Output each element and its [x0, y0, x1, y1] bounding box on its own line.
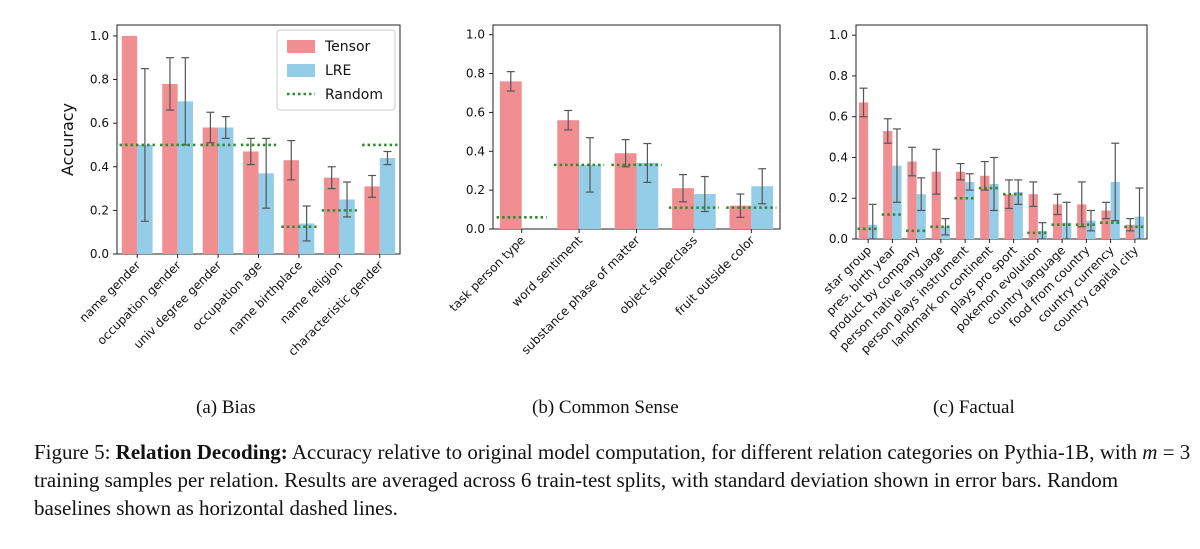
y-tick-label: 0.8	[829, 69, 848, 83]
bar-tensor	[323, 177, 340, 254]
bar-lre	[751, 186, 774, 229]
bar-tensor	[557, 120, 580, 229]
y-tick-label: 0.4	[466, 144, 485, 158]
legend-swatch-lre	[287, 64, 315, 77]
y-tick-label: 0.6	[90, 116, 109, 130]
bar-tensor	[907, 161, 917, 239]
x-tick-label: substance phase of matter	[519, 233, 643, 357]
figure-caption: Figure 5: Relation Decoding: Accuracy re…	[34, 438, 1194, 522]
y-tick-label: 1.0	[829, 28, 848, 42]
y-tick-label: 0.0	[466, 222, 485, 236]
caption-title: Relation Decoding:	[115, 440, 288, 464]
legend-label-random: Random	[325, 87, 383, 103]
bar-tensor	[955, 171, 966, 239]
y-tick-label: 0.8	[90, 73, 109, 87]
legend-swatch-tensor	[287, 40, 315, 53]
y-tick-label: 1.0	[90, 29, 109, 43]
bar-lre	[965, 181, 975, 239]
y-axis-label: Accuracy	[58, 103, 77, 176]
y-tick-label: 0.0	[90, 247, 109, 261]
y-tick-label: 0.8	[466, 67, 485, 81]
bar-tensor	[883, 130, 893, 239]
bar-lre	[636, 162, 659, 229]
bar-tensor	[1028, 194, 1038, 239]
bar-tensor	[1125, 224, 1135, 239]
caption-math-rest: = 3	[1162, 440, 1191, 464]
plot-frame	[855, 24, 1148, 240]
x-tick-label: name birthplace	[226, 258, 305, 337]
bar-tensor	[1004, 194, 1014, 239]
y-tick-label: 1.0	[466, 28, 485, 42]
subcaption-bias: (a) Bias	[196, 397, 256, 418]
y-tick-label: 0.4	[829, 150, 848, 164]
y-tick-label: 0.2	[90, 203, 109, 217]
bar-tensor	[614, 153, 637, 229]
bar-tensor	[1052, 204, 1063, 239]
bar-tensor	[283, 160, 299, 254]
bar-tensor	[980, 175, 990, 239]
bar-tensor	[364, 186, 380, 254]
y-tick-label: 0.4	[90, 160, 109, 174]
y-tick-label: 0.6	[829, 110, 848, 124]
subcaption-factual: (c) Factual	[933, 397, 1015, 418]
x-tick-label: occupation age	[189, 258, 264, 333]
bar-tensor	[162, 83, 178, 254]
bar-lre	[177, 101, 194, 254]
bar-lre	[989, 183, 999, 239]
bar-tensor	[202, 127, 219, 254]
bar-tensor	[672, 188, 694, 229]
legend-label-tensor: Tensor	[324, 39, 371, 55]
bar-lre	[258, 173, 274, 254]
bar-lre	[916, 194, 926, 239]
legend-label-lre: LRE	[325, 63, 351, 79]
bar-tensor	[243, 151, 259, 254]
bar-lre	[1013, 192, 1023, 239]
bar-tensor	[499, 81, 522, 229]
bar-tensor	[858, 102, 869, 239]
caption-label: Figure 5:	[34, 440, 111, 464]
caption-text-2: training samples per relation. Results a…	[34, 468, 1119, 520]
caption-math-var: m	[1142, 440, 1158, 464]
subcaption-common-sense: (b) Common Sense	[532, 397, 679, 418]
y-tick-label: 0.2	[466, 183, 485, 197]
bar-tensor	[1101, 210, 1111, 239]
bar-lre	[218, 127, 234, 254]
bar-tensor	[121, 35, 138, 255]
y-tick-label: 0.6	[466, 105, 485, 119]
bar-lre	[579, 164, 601, 229]
bar-tensor	[931, 171, 941, 239]
bar-lre	[339, 199, 355, 254]
caption-text-1: Accuracy relative to original model comp…	[291, 440, 1138, 464]
y-tick-label: 0.0	[829, 232, 848, 246]
y-tick-label: 0.2	[829, 191, 848, 205]
bar-lre	[379, 158, 396, 254]
